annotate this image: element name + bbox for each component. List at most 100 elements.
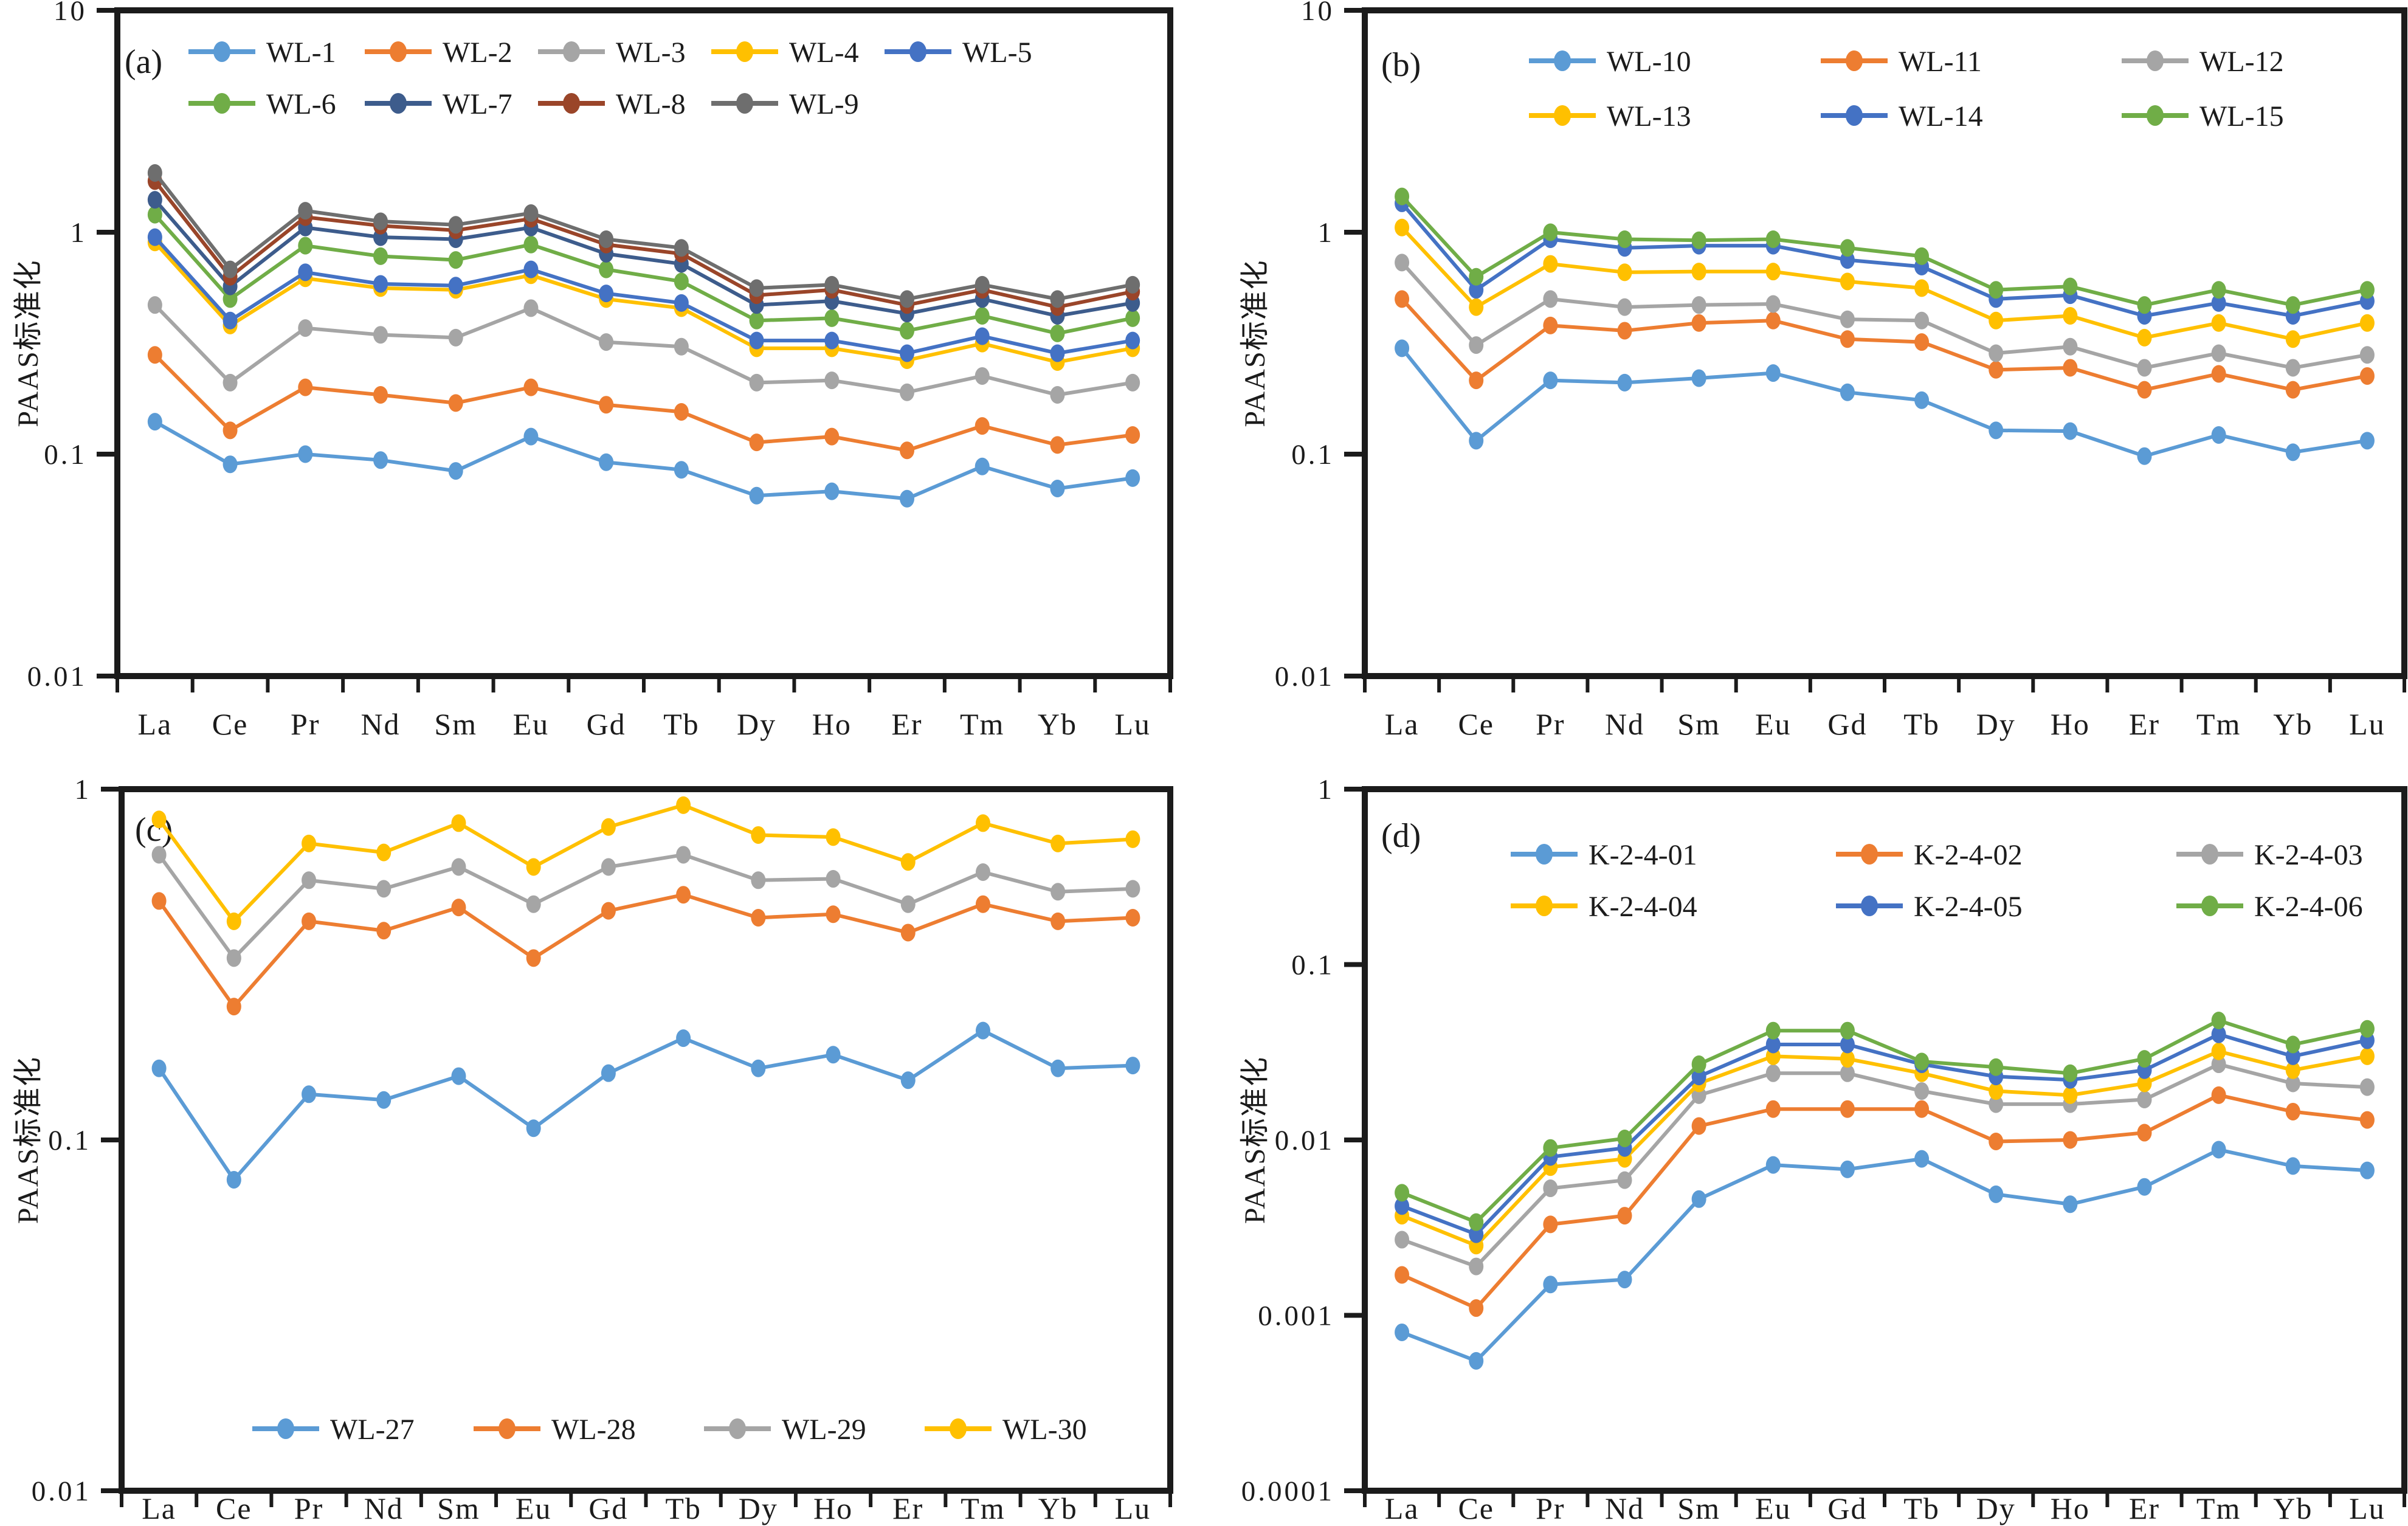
legend-marker	[1846, 105, 1863, 126]
data-point	[1840, 1100, 1855, 1118]
data-point	[448, 216, 463, 234]
series-WL-1	[147, 413, 1140, 508]
legend: WL-10 WL-11 WL-12 WL-13 WL-14 WL-15	[1529, 46, 2284, 133]
x-category-label: Ce	[216, 1491, 252, 1525]
data-point	[298, 445, 313, 463]
data-point	[674, 461, 689, 479]
data-point	[749, 279, 764, 297]
data-point	[599, 333, 614, 351]
series-WL-3	[147, 296, 1140, 404]
data-point	[1914, 279, 1930, 297]
legend-item-K-2-4-06: K-2-4-06	[2176, 891, 2363, 923]
legend-item-WL-8: WL-8	[538, 88, 686, 120]
y-tick-label: 1	[71, 217, 88, 249]
legend-marker	[729, 1418, 746, 1439]
legend-label: WL-6	[266, 88, 336, 120]
legend-label: WL-7	[443, 88, 512, 120]
y-axis-title: PAAS标准化	[1239, 1056, 1271, 1224]
legend-marker	[499, 1418, 516, 1439]
data-point	[2359, 1047, 2375, 1065]
data-point	[1765, 1100, 1781, 1118]
data-point	[1543, 1276, 1558, 1294]
data-point	[2359, 367, 2375, 385]
data-point	[373, 326, 388, 344]
x-category-label: Gd	[587, 707, 626, 741]
data-point	[975, 327, 990, 345]
x-category-label: Dy	[737, 707, 776, 741]
data-point	[1914, 1082, 1930, 1100]
legend: WL-1 WL-2 WL-3 WL-4 WL-5 WL-6 WL-7 WL-8 WL-9	[188, 36, 1032, 120]
data-point	[1989, 281, 2004, 299]
y-tick-label: 0.0001	[1241, 1476, 1334, 1507]
data-point	[2211, 314, 2226, 332]
legend-item-WL-27: WL-27	[252, 1414, 415, 1446]
series-line-WL-10	[1400, 347, 2368, 458]
x-category-label: Gd	[1827, 707, 1867, 741]
x-category-label: Dy	[739, 1491, 778, 1525]
data-point	[298, 202, 313, 220]
data-point	[2211, 1011, 2226, 1029]
data-point	[1989, 344, 2004, 362]
x-category-label: Ce	[1458, 1491, 1494, 1525]
series-WL-30	[151, 796, 1140, 930]
legend-item-K-2-4-04: K-2-4-04	[1511, 891, 1697, 923]
data-point	[1125, 830, 1140, 848]
data-point	[302, 1085, 317, 1103]
panel-d: 1 0.1 0.01 0.001 0.0001 La Ce Pr Nd Sm Eu Gd Tb Dy Ho E…	[1204, 763, 2407, 1526]
data-point	[1050, 883, 1066, 901]
data-point	[2211, 1086, 2226, 1104]
x-axis: La Ce Pr Nd Sm Eu Gd Tb Dy Ho Er Tm Yb Lu	[120, 1491, 1172, 1525]
data-point	[523, 299, 539, 317]
legend-label: WL-11	[1899, 46, 1982, 78]
data-point	[2359, 432, 2375, 450]
x-category-label: Eu	[513, 707, 550, 741]
x-category-label: Lu	[2349, 707, 2386, 741]
legend-marker	[213, 41, 230, 62]
legend: K-2-4-01 K-2-4-02 K-2-4-03 K-2-4-04 K-2-4-05…	[1511, 839, 2363, 923]
data-point	[1469, 336, 1484, 354]
data-point	[147, 191, 162, 209]
data-point	[1395, 1184, 1410, 1202]
data-point	[523, 204, 539, 222]
data-point	[1395, 1266, 1410, 1284]
series-line-WL-12	[1400, 261, 2368, 370]
data-point	[2285, 1074, 2300, 1093]
data-point	[1989, 421, 2004, 440]
legend-item-WL-29: WL-29	[704, 1414, 866, 1446]
data-point	[2063, 1064, 2078, 1082]
data-point	[1125, 469, 1140, 487]
data-point	[1989, 1082, 2004, 1100]
legend-marker	[1861, 844, 1878, 865]
data-point	[2359, 1078, 2375, 1096]
data-point	[223, 290, 238, 308]
data-point	[1125, 331, 1140, 350]
y-axis-title: PAAS标准化	[12, 1056, 44, 1224]
legend-marker	[1846, 50, 1863, 71]
y-tick-label: 0.01	[32, 1476, 91, 1507]
data-point	[1050, 834, 1066, 852]
data-point	[900, 924, 916, 942]
data-point	[1617, 1171, 1632, 1189]
data-point	[1914, 1150, 1930, 1168]
data-point	[900, 895, 916, 913]
legend-label: WL-2	[443, 36, 512, 69]
data-point	[826, 870, 841, 888]
series-WL-15	[1395, 187, 2375, 314]
data-point	[824, 482, 840, 500]
data-point	[451, 858, 466, 876]
data-point	[824, 275, 840, 294]
data-point	[223, 260, 238, 278]
data-point	[1691, 369, 1706, 387]
data-point	[2063, 277, 2078, 295]
y-axis-title: PAAS标准化	[12, 259, 44, 427]
data-point	[448, 277, 463, 295]
data-point	[749, 486, 764, 505]
data-point	[1395, 187, 1410, 205]
x-category-label: Er	[891, 707, 922, 741]
x-category-label: Pr	[1536, 1491, 1565, 1525]
legend-item-WL-2: WL-2	[365, 36, 512, 69]
data-point	[226, 912, 241, 930]
data-point	[147, 413, 162, 431]
series-WL-2	[147, 346, 1140, 460]
x-axis: La Ce Pr Nd Sm Eu Gd Tb Dy Ho Er Tm Yb Lu	[1363, 1491, 2406, 1525]
